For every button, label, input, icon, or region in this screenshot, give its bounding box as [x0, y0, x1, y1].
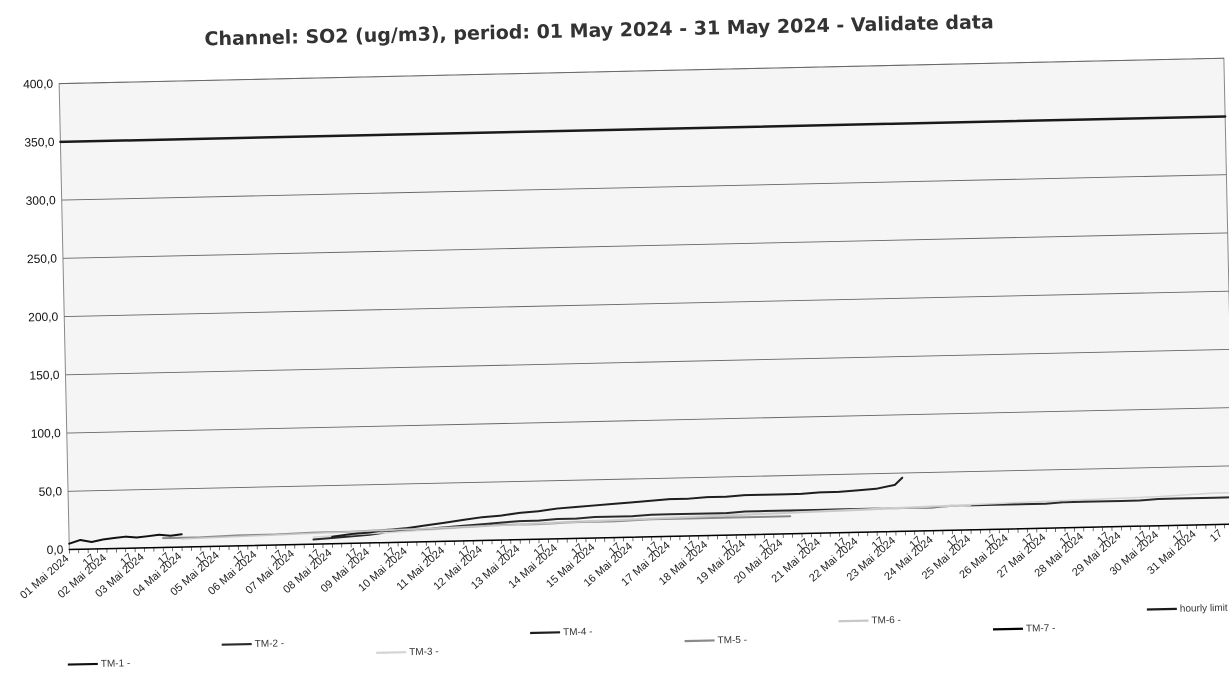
y-tick-label: 150,0: [29, 368, 60, 383]
legend-swatch: [221, 642, 252, 646]
series-line-4: [331, 476, 904, 538]
gridline: [65, 348, 1229, 376]
gridline: [61, 174, 1227, 201]
legend-label: TM-5 -: [717, 635, 747, 647]
gridline: [62, 232, 1228, 259]
y-tick-label: 300,0: [26, 193, 57, 208]
y-axis: 400,0 350,0 300,0 250,0 200,0 150,0 100,0 50,0 0…: [23, 77, 64, 557]
gridline: [64, 290, 1229, 318]
y-tick-label: 50,0: [39, 484, 63, 499]
series-line-2: [312, 496, 1229, 541]
series-lines: [59, 115, 1229, 551]
legend-swatch: [530, 631, 561, 635]
legend-label: TM-7 -: [1026, 623, 1056, 635]
legend-label: TM-4 -: [563, 627, 593, 639]
legend-swatch: [684, 639, 715, 643]
chart-title: Channel: SO2 (ug/m3), period: 01 May 202…: [204, 11, 994, 50]
legend-swatch: [838, 619, 869, 623]
y-tick-label: 200,0: [28, 310, 59, 325]
series-line-8: [59, 115, 1227, 144]
legend-swatch: [376, 651, 407, 654]
legend-label: hourly limit: [1180, 603, 1228, 615]
legend-label: TM-3 -: [409, 646, 439, 658]
y-tick-label: 100,0: [31, 426, 62, 441]
legend-label: TM-2 -: [255, 638, 285, 650]
y-tick-label: 0,0: [46, 543, 63, 557]
legend-swatch: [67, 662, 98, 666]
legend-swatch: [992, 627, 1024, 631]
series-line-7: [68, 523, 1229, 551]
legend-label: TM-1 -: [101, 658, 131, 670]
series-line-6: [181, 504, 972, 540]
gridline: [59, 57, 1224, 85]
y-tick-label: 400,0: [23, 77, 54, 92]
y-tick-label: 250,0: [27, 251, 58, 266]
legend: TM-1 - TM-2 - TM-3 - TM-4 - TM-5 - TM-6 - TM-7…: [67, 603, 1228, 670]
x-tick-label: 17: [1208, 528, 1225, 545]
y-tick-label: 350,0: [24, 135, 55, 150]
legend-swatch: [1146, 607, 1177, 611]
legend-label: TM-6 -: [871, 615, 901, 627]
series-line-1: [68, 533, 183, 545]
gridline: [68, 465, 1229, 492]
gridline: [66, 407, 1229, 434]
